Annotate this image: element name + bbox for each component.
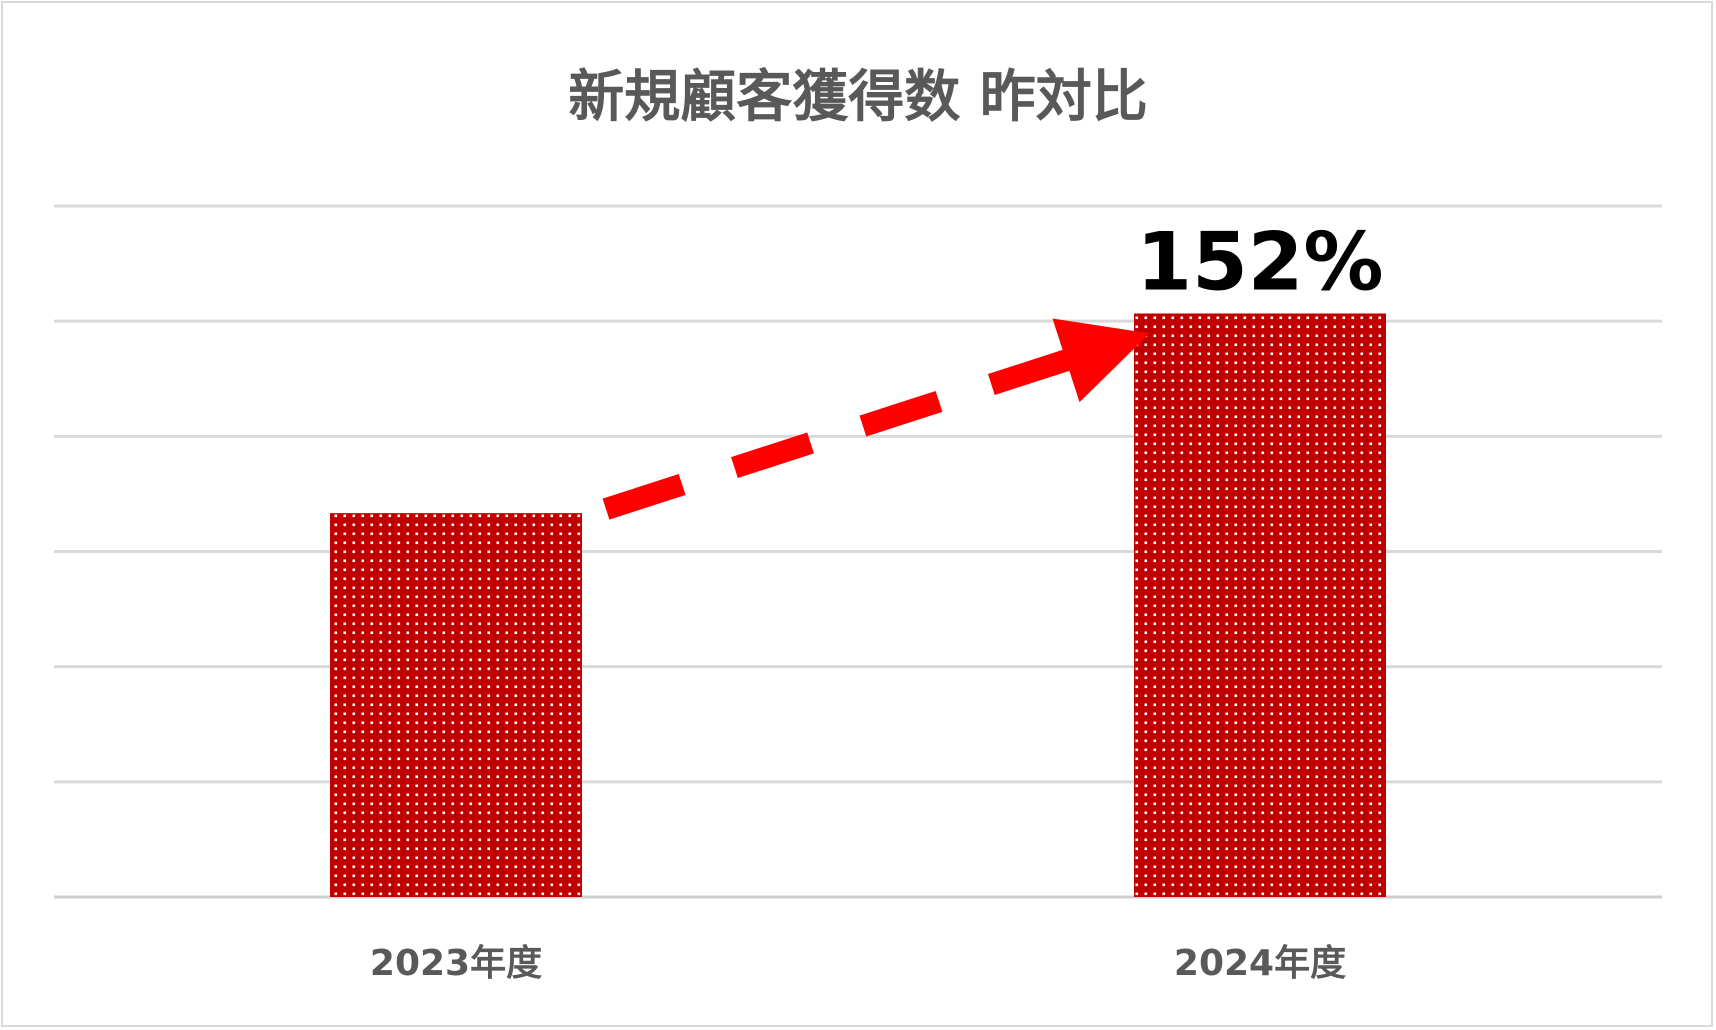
gridlines — [54, 204, 1662, 899]
chart-title: 新規顧客獲得数 昨対比 — [568, 65, 1148, 130]
x-axis-ticks: 2023年度 2024年度 — [370, 943, 1346, 984]
bar-2024年度 — [1134, 313, 1386, 897]
trend-arrow-line — [602, 318, 1150, 520]
data-labels: 152% — [1136, 215, 1383, 308]
x-tick-label: 2024年度 — [1174, 943, 1346, 984]
bars — [330, 313, 1386, 897]
x-tick-label: 2023年度 — [370, 943, 542, 984]
data-label: 152% — [1136, 215, 1383, 308]
bar-2023年度 — [330, 513, 582, 897]
trend-arrow — [602, 318, 1150, 520]
